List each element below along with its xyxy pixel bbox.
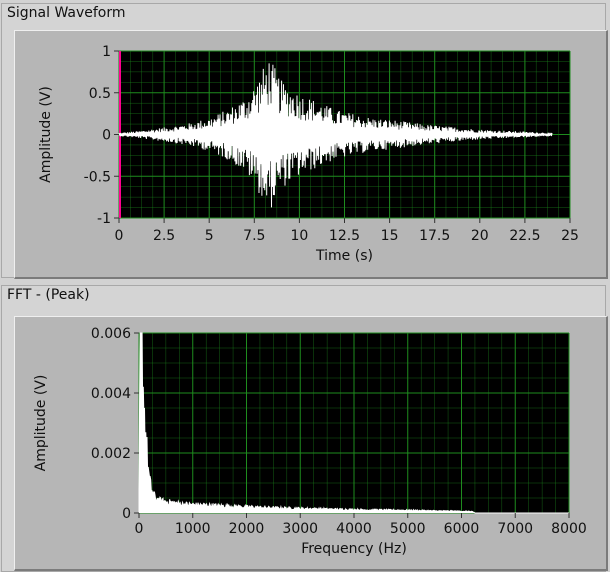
waveform-x-tick-label: 12.5 (329, 228, 360, 244)
waveform-y-tick-label: 0 (102, 128, 111, 144)
signal-waveform-panel: Signal Waveform 0 2.5 5 7.5 10 12.5 15 17.5 20 22… (1, 3, 608, 279)
fft-x-tick-label: 3000 (282, 521, 318, 537)
waveform-x-tick-label: 7.5 (243, 228, 265, 244)
fft-y-tick-label: 0.006 (91, 326, 131, 342)
fft-x-tick-label: 0 (135, 521, 144, 537)
waveform-x-tick-label: 10 (290, 228, 308, 244)
fft-x-axis-title: Frequency (Hz) (301, 541, 407, 557)
fft-y-tick-label: 0 (122, 506, 131, 522)
waveform-x-tick-label: 15 (381, 228, 399, 244)
signal-waveform-chart[interactable]: 0 2.5 5 7.5 10 12.5 15 17.5 20 22.5 25 1 0.5 0 -0.5 -1 T… (15, 31, 609, 280)
waveform-x-tick-label: 5 (205, 228, 214, 244)
fft-frame: 0 1000 2000 3000 4000 5000 6000 7000 8000 0.006 0.… (14, 316, 608, 571)
waveform-y-tick-label: -1 (97, 211, 111, 227)
fft-grid (138, 332, 570, 514)
waveform-x-axis-title: Time (s) (315, 248, 373, 264)
fft-trace (138, 332, 569, 514)
waveform-x-tick-label: 17.5 (419, 228, 450, 244)
signal-waveform-title: Signal Waveform (7, 5, 126, 21)
fft-y-axis-title: Amplitude (V) (33, 375, 49, 472)
waveform-trace (118, 63, 553, 208)
waveform-x-tick-label: 20 (471, 228, 489, 244)
waveform-x-tick-label: 25 (561, 228, 579, 244)
waveform-y-tick-label: 1 (102, 44, 111, 60)
fft-x-tick-label: 6000 (444, 521, 480, 537)
fft-x-tick-label: 1000 (175, 521, 211, 537)
fft-x-tick-label: 8000 (551, 521, 587, 537)
waveform-y-tick-label: 0.5 (89, 86, 111, 102)
waveform-y-axis-title: Amplitude (V) (38, 86, 54, 183)
waveform-x-tick-label: 0 (115, 228, 124, 244)
fft-y-tick-label: 0.004 (91, 386, 131, 402)
waveform-x-tick-label: 22.5 (509, 228, 540, 244)
fft-chart[interactable]: 0 1000 2000 3000 4000 5000 6000 7000 8000 0.006 0.… (15, 317, 609, 572)
fft-y-tick-label: 0.002 (91, 446, 131, 462)
signal-waveform-frame: 0 2.5 5 7.5 10 12.5 15 17.5 20 22.5 25 1 0.5 0 -0.5 -1 T… (14, 30, 608, 279)
fft-x-tick-label: 4000 (336, 521, 372, 537)
waveform-y-tick-label: -0.5 (84, 169, 111, 185)
fft-x-tick-label: 5000 (390, 521, 426, 537)
fft-panel: FFT - (Peak) 0 1000 2000 3000 4000 5000 6000 70… (1, 285, 608, 572)
fft-x-tick-label: 7000 (497, 521, 533, 537)
fft-x-tick-label: 2000 (229, 521, 265, 537)
fft-title: FFT - (Peak) (7, 287, 90, 303)
waveform-x-tick-label: 2.5 (153, 228, 175, 244)
